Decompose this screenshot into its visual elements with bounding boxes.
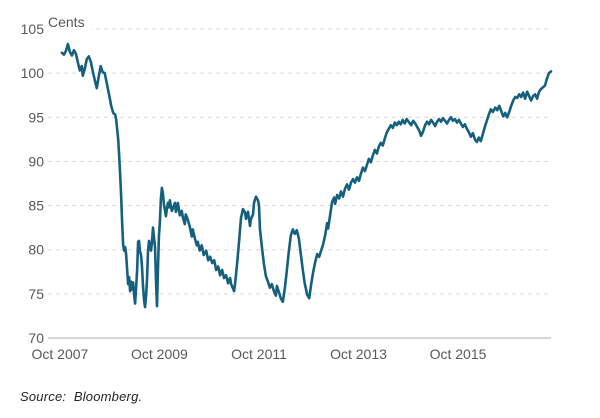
y-axis-unit-label: Cents: [48, 14, 85, 30]
y-tick-label: 75: [28, 286, 44, 302]
y-tick-label: 100: [21, 65, 45, 81]
x-tick-label: Oct 2011: [231, 346, 287, 362]
y-tick-label: 95: [28, 109, 44, 125]
x-tick-label: Oct 2013: [330, 346, 387, 362]
x-tick-label: Oct 2007: [31, 346, 88, 362]
x-tick-label: Oct 2009: [131, 346, 188, 362]
y-axis-unit-label-group: Cents: [45, 12, 91, 30]
y-tick-label: 90: [28, 153, 44, 169]
y-axis-labels: 70 75 80 85 90 95 100 105: [21, 21, 45, 346]
y-tick-label: 70: [28, 330, 44, 346]
y-tick-label: 80: [28, 242, 44, 258]
unit-label-backplate: [45, 12, 91, 30]
y-tick-label: 105: [21, 21, 45, 37]
y-tick-label: 85: [28, 198, 44, 214]
x-tick-label: Oct 2015: [430, 346, 487, 362]
price-line-series: [60, 42, 553, 309]
gridlines: [48, 28, 551, 339]
source-note: Source: Bloomberg.: [20, 389, 143, 404]
x-axis-labels: Oct 2007 Oct 2009 Oct 2011 Oct 2013 Oct 2015: [31, 346, 486, 362]
